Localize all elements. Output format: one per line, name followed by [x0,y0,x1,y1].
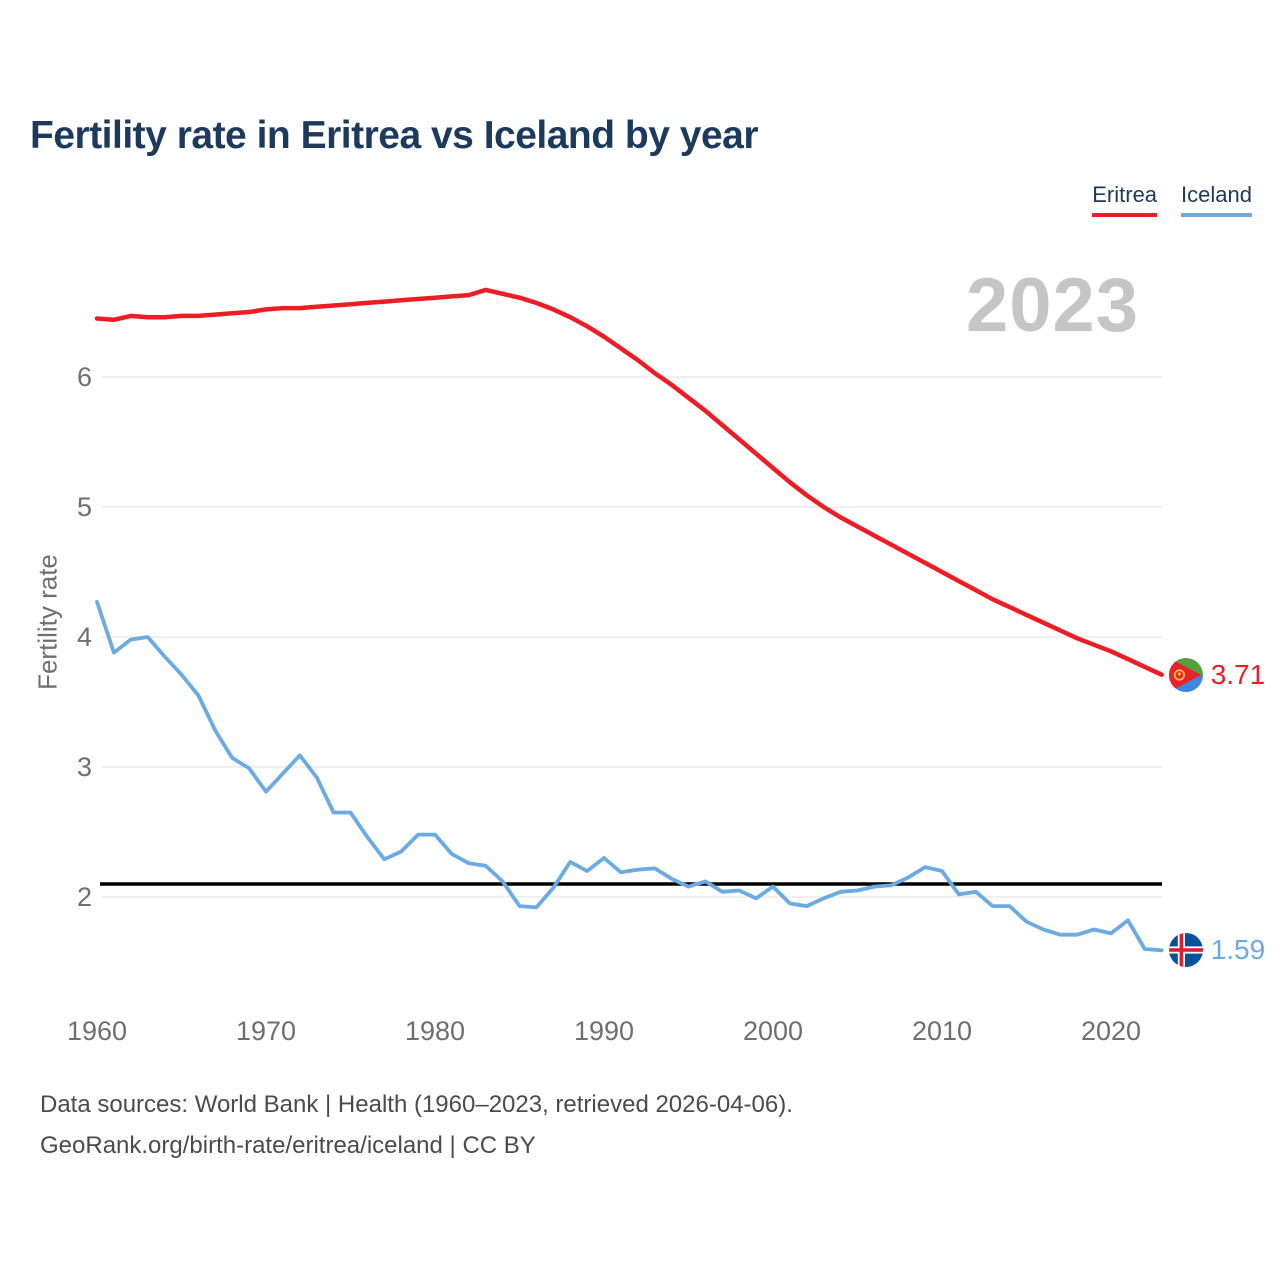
iceland-flag-icon [1168,933,1203,968]
y-tick-label-4: 4 [77,622,92,652]
x-tick-label-1970: 1970 [236,1016,296,1046]
eritrea-end-value: 3.71 [1210,658,1266,690]
x-tick-label-2010: 2010 [912,1016,972,1046]
legend: Eritrea Iceland [1092,182,1252,218]
y-tick-label-6: 6 [77,362,92,392]
iceland-end-label: 1.59 [1168,933,1266,968]
x-tick-label-1980: 1980 [405,1016,465,1046]
year-watermark: 2023 [965,263,1140,348]
page-title: Fertility rate in Eritrea vs Iceland by … [30,114,759,157]
y-axis-title: Fertility rate [32,554,63,690]
iceland-end-value: 1.59 [1210,934,1266,966]
eritrea-line [94,287,1164,677]
source-line-2: GeoRank.org/birth-rate/eritrea/iceland |… [40,1132,536,1159]
y-tick-label-2: 2 [77,882,92,912]
source-line-1: Data sources: World Bank | Health (1960–… [40,1091,793,1118]
x-tick-label-2000: 2000 [743,1016,803,1046]
x-tick-label-2020: 2020 [1081,1016,1141,1046]
source-note: Data sources: World Bank | Health (1960–… [40,1084,793,1166]
legend-item-eritrea[interactable]: Eritrea [1092,182,1158,218]
x-tick-label-1960: 1960 [67,1016,127,1046]
iceland-line [95,600,1164,953]
eritrea-flag-icon [1168,657,1203,692]
y-tick-label-5: 5 [77,492,92,522]
legend-item-iceland[interactable]: Iceland [1181,182,1252,218]
x-tick-label-1990: 1990 [574,1016,634,1046]
eritrea-end-label: 3.71 [1168,657,1266,692]
y-tick-label-3: 3 [77,752,92,782]
